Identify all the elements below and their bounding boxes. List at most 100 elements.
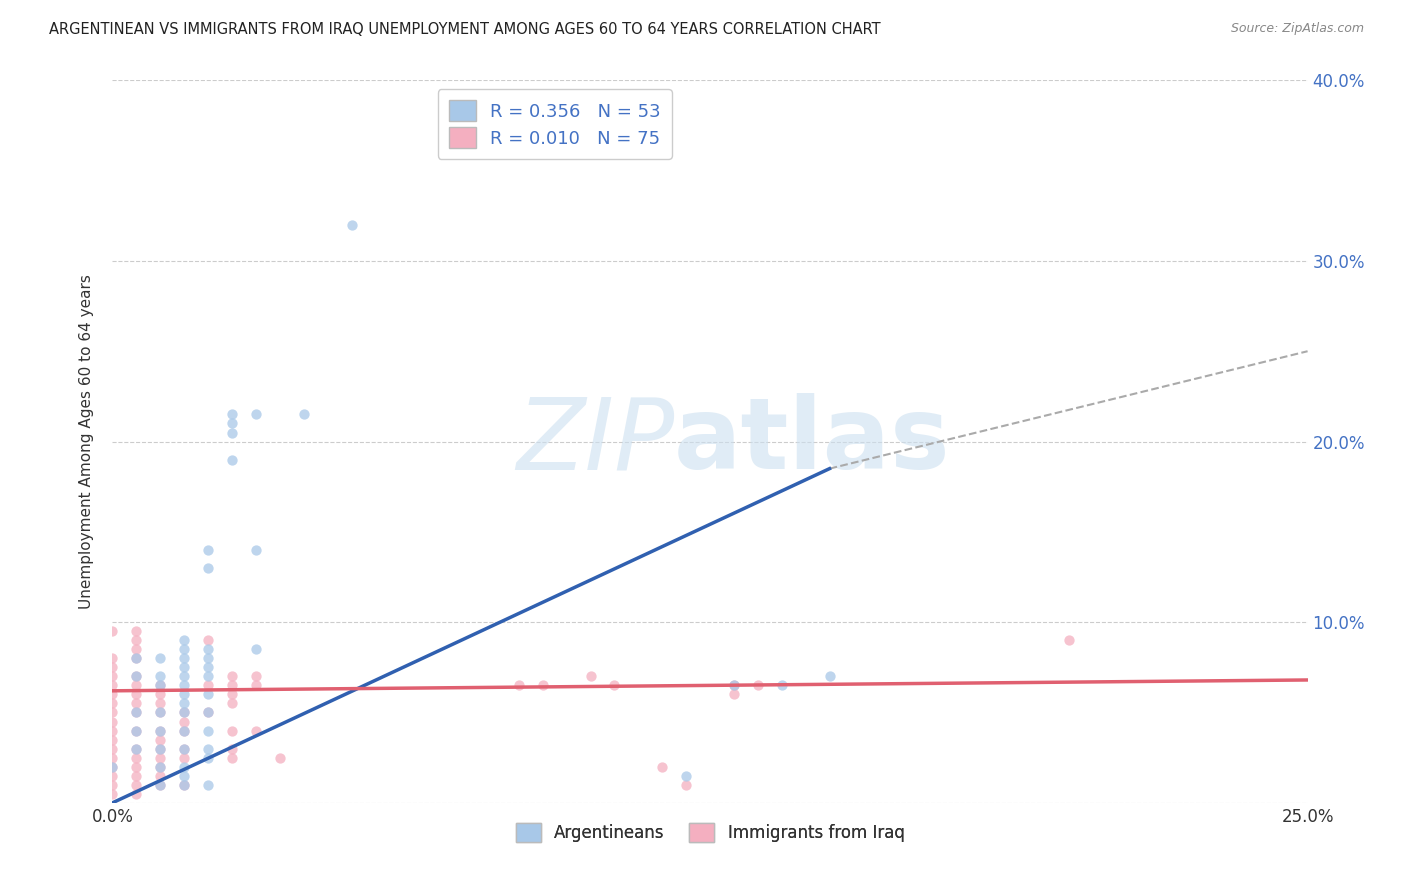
Point	[197, 561, 219, 575]
Point	[149, 723, 172, 738]
Y-axis label: Unemployment Among Ages 60 to 64 years: Unemployment Among Ages 60 to 64 years	[79, 274, 94, 609]
Point	[125, 741, 148, 756]
Point	[173, 633, 195, 648]
Point	[197, 741, 219, 756]
Point	[125, 697, 148, 711]
Point	[149, 769, 172, 783]
Point	[125, 687, 148, 701]
Point	[245, 642, 267, 657]
Point	[173, 706, 195, 720]
Point	[101, 678, 124, 692]
Point	[149, 778, 172, 792]
Point	[197, 723, 219, 738]
Point	[197, 706, 219, 720]
Point	[101, 787, 124, 801]
Point	[269, 750, 291, 764]
Point	[173, 778, 195, 792]
Point	[292, 408, 315, 422]
Point	[149, 732, 172, 747]
Point	[149, 741, 172, 756]
Point	[173, 769, 195, 783]
Point	[197, 651, 219, 665]
Point	[173, 723, 195, 738]
Point	[770, 678, 793, 692]
Point	[221, 741, 243, 756]
Point	[221, 408, 243, 422]
Point	[125, 669, 148, 683]
Point	[125, 633, 148, 648]
Point	[149, 760, 172, 774]
Point	[101, 732, 124, 747]
Text: ARGENTINEAN VS IMMIGRANTS FROM IRAQ UNEMPLOYMENT AMONG AGES 60 TO 64 YEARS CORRE: ARGENTINEAN VS IMMIGRANTS FROM IRAQ UNEM…	[49, 22, 880, 37]
Point	[173, 706, 195, 720]
Point	[173, 642, 195, 657]
Point	[149, 678, 172, 692]
Point	[149, 669, 172, 683]
Point	[125, 750, 148, 764]
Point	[221, 669, 243, 683]
Point	[173, 669, 195, 683]
Point	[221, 417, 243, 431]
Point	[149, 687, 172, 701]
Point	[723, 687, 745, 701]
Point	[675, 769, 697, 783]
Point	[149, 697, 172, 711]
Point	[173, 741, 195, 756]
Point	[125, 706, 148, 720]
Point	[101, 714, 124, 729]
Point	[101, 769, 124, 783]
Point	[149, 706, 172, 720]
Point	[125, 769, 148, 783]
Point	[579, 669, 602, 683]
Point	[125, 723, 148, 738]
Point	[675, 778, 697, 792]
Point	[221, 697, 243, 711]
Point	[173, 723, 195, 738]
Point	[125, 651, 148, 665]
Point	[197, 660, 219, 674]
Point	[125, 642, 148, 657]
Point	[101, 778, 124, 792]
Point	[101, 697, 124, 711]
Point	[651, 760, 673, 774]
Point	[101, 760, 124, 774]
Point	[173, 651, 195, 665]
Point	[221, 687, 243, 701]
Point	[125, 624, 148, 639]
Point	[221, 678, 243, 692]
Point	[101, 660, 124, 674]
Point	[197, 778, 219, 792]
Point	[173, 741, 195, 756]
Point	[101, 669, 124, 683]
Point	[125, 741, 148, 756]
Point	[149, 678, 172, 692]
Point	[723, 678, 745, 692]
Point	[173, 660, 195, 674]
Point	[101, 687, 124, 701]
Point	[747, 678, 769, 692]
Point	[101, 741, 124, 756]
Point	[101, 750, 124, 764]
Point	[197, 542, 219, 557]
Point	[340, 218, 363, 232]
Point	[173, 678, 195, 692]
Point	[149, 760, 172, 774]
Point	[1057, 633, 1080, 648]
Point	[173, 778, 195, 792]
Point	[173, 697, 195, 711]
Point	[125, 651, 148, 665]
Point	[149, 706, 172, 720]
Text: ZIP: ZIP	[516, 393, 675, 490]
Point	[197, 706, 219, 720]
Point	[149, 723, 172, 738]
Point	[125, 787, 148, 801]
Point	[245, 542, 267, 557]
Point	[245, 669, 267, 683]
Point	[125, 723, 148, 738]
Point	[221, 425, 243, 440]
Point	[221, 750, 243, 764]
Point	[245, 678, 267, 692]
Point	[149, 741, 172, 756]
Point	[245, 408, 267, 422]
Point	[197, 642, 219, 657]
